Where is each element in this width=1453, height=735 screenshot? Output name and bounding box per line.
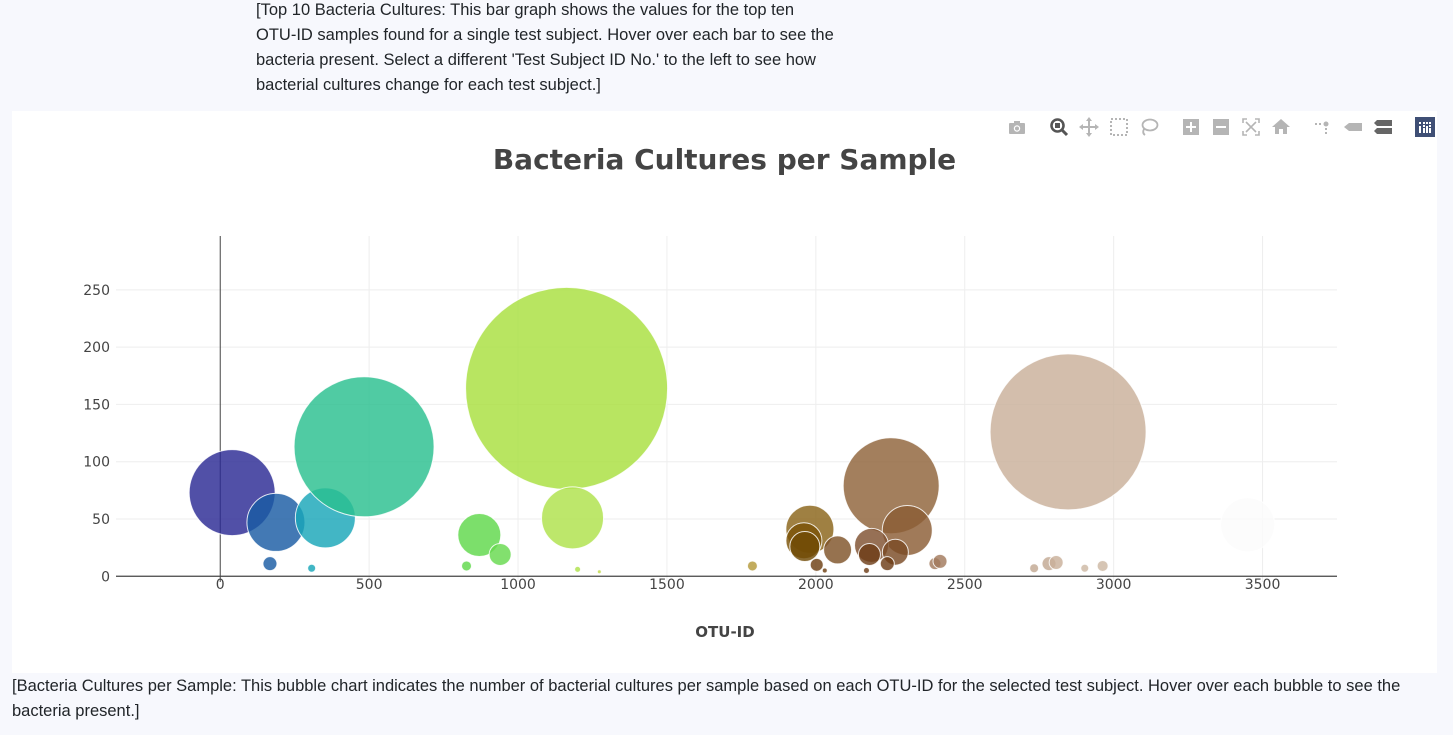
- y-tick-label: 200: [83, 340, 110, 356]
- x-tick-label: 2000: [798, 577, 834, 593]
- bubble-marker[interactable]: [932, 553, 948, 569]
- y-tick-label: 50: [92, 512, 110, 528]
- zoom-out-icon[interactable]: [1209, 115, 1233, 139]
- bubble-marker[interactable]: [823, 535, 853, 565]
- hover-closest-icon[interactable]: [1341, 115, 1365, 139]
- pan-icon[interactable]: [1077, 115, 1101, 139]
- camera-icon[interactable]: [1005, 115, 1029, 139]
- x-tick-label: 0: [216, 577, 225, 593]
- bubble-marker[interactable]: [1096, 559, 1109, 572]
- y-tick-label: 150: [83, 397, 110, 413]
- x-axis-ticks: 0 500 1000 1500 2000 2500 3000 3500: [216, 577, 1281, 593]
- x-tick-label: 1500: [649, 577, 685, 593]
- x-tick-label: 3000: [1096, 577, 1132, 593]
- bubble-marker[interactable]: [574, 565, 582, 573]
- bubble-marker[interactable]: [1220, 497, 1276, 553]
- zoom-in-icon[interactable]: [1179, 115, 1203, 139]
- bubble-chart: 0 500 1000 1500 2000 2500 3000 3500 0 50 100 150 200…: [12, 111, 1437, 673]
- bubble-marker[interactable]: [457, 513, 502, 558]
- spike-lines-icon[interactable]: [1311, 115, 1335, 139]
- y-tick-label: 0: [101, 569, 110, 585]
- bubble-marker[interactable]: [879, 556, 895, 572]
- bubble-marker[interactable]: [307, 563, 317, 573]
- zoom-icon[interactable]: [1047, 115, 1071, 139]
- bubble-marker[interactable]: [262, 556, 278, 572]
- bubble-marker[interactable]: [809, 557, 824, 572]
- plotly-logo-icon[interactable]: [1413, 115, 1437, 139]
- bubble-chart-caption: [Bacteria Cultures per Sample: This bubb…: [12, 677, 1401, 720]
- bubble-marker[interactable]: [746, 560, 758, 572]
- y-tick-label: 100: [83, 455, 110, 471]
- bubble-marker[interactable]: [1048, 555, 1064, 571]
- bubble-marker[interactable]: [862, 567, 870, 575]
- x-tick-label: 3500: [1245, 577, 1281, 593]
- bubble-marker[interactable]: [465, 286, 669, 490]
- bubble-marker[interactable]: [989, 353, 1147, 511]
- bubble-marker[interactable]: [461, 560, 473, 572]
- x-tick-label: 2500: [947, 577, 983, 593]
- x-axis-title: OTU-ID: [695, 623, 754, 641]
- chart-title: Bacteria Cultures per Sample: [492, 143, 957, 176]
- lasso-select-icon[interactable]: [1137, 115, 1161, 139]
- bubble-marker[interactable]: [821, 567, 828, 574]
- x-tick-label: 500: [356, 577, 383, 593]
- bubbles: [188, 286, 1276, 575]
- plot-area[interactable]: 0 500 1000 1500 2000 2500 3000 3500 0 50 100 150 200…: [12, 111, 1437, 673]
- autoscale-icon[interactable]: [1239, 115, 1263, 139]
- modebar: [999, 115, 1437, 139]
- bubble-marker[interactable]: [857, 543, 881, 567]
- x-tick-label: 1000: [500, 577, 536, 593]
- bubble-marker[interactable]: [596, 569, 602, 575]
- bubble-marker[interactable]: [1029, 563, 1040, 574]
- hover-compare-icon[interactable]: [1371, 115, 1395, 139]
- y-tick-label: 250: [83, 283, 110, 299]
- box-select-icon[interactable]: [1107, 115, 1131, 139]
- bubble-marker[interactable]: [541, 486, 605, 550]
- bubble-marker[interactable]: [488, 543, 512, 567]
- y-axis-ticks: 0 50 100 150 200 250: [83, 283, 110, 585]
- bar-chart-caption: [Top 10 Bacteria Cultures: This bar grap…: [256, 1, 834, 94]
- bubble-marker[interactable]: [293, 376, 435, 518]
- bubble-marker[interactable]: [1080, 563, 1090, 573]
- reset-axes-icon[interactable]: [1269, 115, 1293, 139]
- bubble-marker[interactable]: [789, 530, 821, 562]
